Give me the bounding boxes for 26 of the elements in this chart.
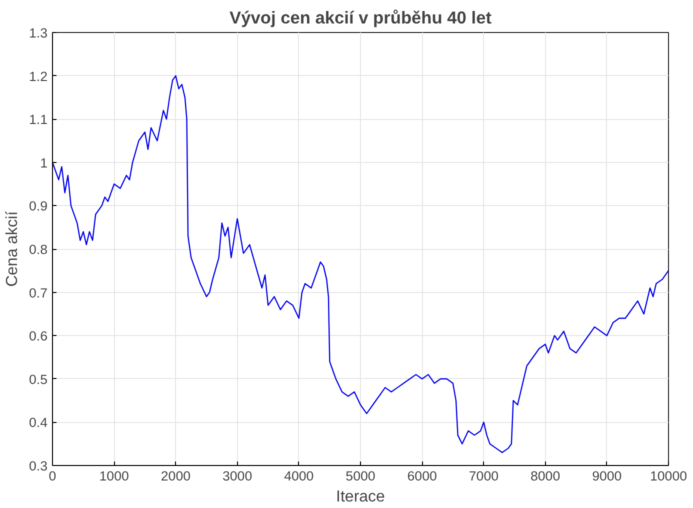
- x-axis-title: Iterace: [336, 488, 386, 506]
- x-tick-label: 5000: [346, 468, 376, 484]
- y-tick-label: 0.6: [28, 328, 48, 344]
- line-series: [52, 75, 668, 454]
- y-tick-label: 1.1: [28, 112, 48, 128]
- y-axis-title: Cena akcií: [4, 210, 21, 287]
- x-tick-label: 1000: [99, 468, 129, 484]
- x-tick-label: 3000: [222, 468, 252, 484]
- x-tick-label: 9000: [592, 468, 622, 484]
- y-tick-label: 0.8: [28, 242, 48, 257]
- x-tick-label: 10000: [650, 468, 688, 484]
- y-tick-label: 1: [40, 155, 48, 170]
- x-tick-label: 8000: [530, 468, 560, 484]
- y-tick-label: 1.3: [28, 26, 48, 40]
- x-tick-label: 6000: [407, 468, 437, 484]
- y-tick-label: 0.9: [28, 198, 48, 214]
- y-tick-label: 0.5: [28, 372, 48, 387]
- x-tick-label: 0: [48, 468, 56, 484]
- y-tick-label: 0.4: [28, 415, 48, 430]
- x-tick-label: 4000: [284, 468, 314, 484]
- y-tick-label: 0.3: [28, 458, 48, 474]
- x-tick-label: 7000: [468, 468, 499, 484]
- x-tick-label: 2000: [160, 468, 191, 484]
- y-tick-label: 1.2: [28, 68, 48, 84]
- chart-title: Vývoj cen akcií v průběhu 40 let: [230, 8, 492, 28]
- y-tick-label: 0.7: [28, 285, 48, 300]
